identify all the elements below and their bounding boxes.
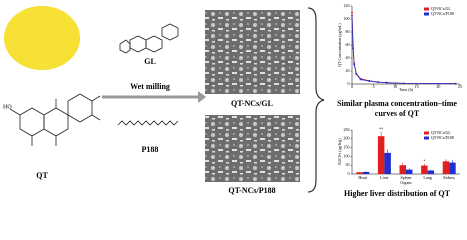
qt-structure [9, 93, 101, 146]
gl-structure [119, 23, 179, 54]
y-tick-label: 80 [346, 29, 350, 34]
legend-swatch [424, 131, 429, 135]
x-tick-label: Liver [380, 175, 389, 180]
point [454, 82, 457, 85]
bar [449, 162, 456, 174]
bar [384, 152, 391, 174]
chart-caption: Similar plasma concentration–time [337, 99, 457, 108]
y-tick-label: 150 [344, 145, 350, 150]
y-tick-label: 60 [346, 42, 350, 47]
sem-caption: QT-NCs/GL [231, 99, 273, 108]
chart-caption: Higher liver distribution of QT [344, 189, 451, 198]
legend-label: QT-NCs/P188 [431, 135, 454, 140]
arrow-head [198, 91, 206, 103]
sem-caption: QT-NCs/P188 [228, 186, 275, 195]
legend-swatch [424, 7, 429, 11]
bar [442, 161, 450, 174]
oh: HO [3, 104, 12, 110]
x-tick-label: 25 [458, 84, 462, 89]
x-tick-label: Heart [358, 175, 368, 180]
y-tick-label: 50 [346, 162, 350, 167]
legend-label: QT-NCs/GL [431, 6, 451, 11]
bar [356, 172, 363, 174]
x-tick-label: 20 [436, 84, 440, 89]
legend-label: QT-NCs/P188 [431, 11, 454, 16]
significance: ** [379, 127, 383, 132]
x-tick-label: 0 [351, 84, 353, 89]
y-tick-label: 0 [348, 81, 350, 86]
point [359, 78, 362, 81]
bar [399, 165, 406, 174]
x-tick-label: Kidney [443, 175, 455, 180]
point [368, 80, 371, 82]
point [355, 73, 358, 76]
point [351, 11, 353, 14]
p188-label: P188 [142, 145, 159, 154]
significance: * [423, 159, 425, 164]
point [351, 14, 353, 17]
point [402, 82, 405, 85]
y-tick-label: 40 [346, 55, 350, 60]
y-tick-label: 100 [344, 153, 350, 158]
bar [421, 165, 428, 174]
x-tick-label: 15 [415, 84, 419, 89]
y-tick-label: 250 [344, 127, 350, 132]
x-tick-label: 5 [373, 84, 375, 89]
sem-image [205, 10, 300, 94]
y-tick-label: 0 [348, 171, 350, 176]
point [352, 47, 354, 50]
bar [406, 169, 413, 174]
process-label: Wet milling [130, 82, 170, 91]
series-line [351, 12, 456, 85]
y-tick-label: 100 [344, 16, 350, 21]
y-axis-label: AUC0-t (μg·h/g) [337, 138, 342, 166]
bar [377, 136, 385, 174]
x-tick-label: Spleen [401, 175, 412, 180]
brace [307, 7, 325, 193]
qt-label: QT [36, 171, 48, 180]
x-axis-label: Organs [400, 180, 412, 185]
sem-image [205, 115, 300, 182]
legend-label: QT-NCs/GL [431, 130, 451, 135]
legend-swatch [424, 136, 429, 140]
y-tick-label: 120 [344, 3, 350, 8]
x-tick-label: Lung [423, 175, 431, 180]
p188-structure [117, 120, 179, 126]
y-axis-label: QT Concentration (μg/mL) [337, 23, 342, 67]
graphical-abstract: HO QT GL Wet milling P188 QT-NCs/GL QT-N… [3, 3, 462, 198]
point [385, 81, 388, 84]
x-tick-label: 10 [393, 84, 397, 89]
bar [427, 170, 435, 174]
y-tick-label: 20 [346, 68, 350, 73]
bar [362, 171, 370, 174]
series-line [351, 15, 456, 85]
chart-caption: curves of QT [375, 109, 420, 118]
point [377, 81, 379, 83]
gl-label: GL [144, 57, 156, 66]
point [353, 63, 356, 66]
legend-swatch [424, 12, 429, 16]
x-axis-label: Time (h) [399, 87, 414, 92]
powder-texture [4, 6, 80, 70]
y-tick-label: 200 [344, 136, 350, 141]
